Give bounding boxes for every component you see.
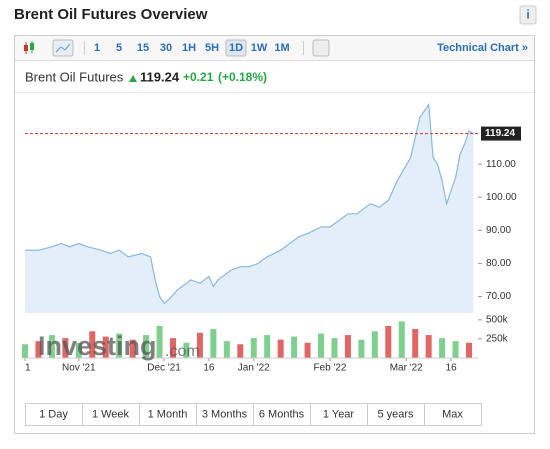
volume-bar	[439, 338, 446, 358]
interval-button[interactable]: 1M	[274, 42, 289, 54]
volume-bar	[89, 331, 96, 358]
volume-bar	[129, 339, 136, 358]
settings-icon[interactable]	[312, 39, 330, 57]
volume-bar	[22, 344, 28, 358]
x-tick-label: 16	[446, 363, 458, 374]
volume-bar	[116, 333, 123, 358]
interval-active	[225, 39, 247, 57]
volume-bar	[170, 338, 177, 358]
range-label: 1 Month	[148, 408, 188, 420]
volume-bar	[156, 325, 163, 358]
volume-tick-label: 250k	[486, 334, 509, 345]
last-price-label: 119.24	[485, 128, 515, 139]
price-area	[25, 104, 474, 313]
x-tick-label: 16	[203, 363, 215, 374]
interval-button[interactable]: 15	[137, 42, 149, 54]
volume-bar	[183, 342, 190, 358]
x-tick-label: Dec '21	[147, 363, 181, 374]
volume-bar	[35, 341, 42, 358]
interval-button[interactable]: 5	[116, 42, 122, 54]
volume-bar	[291, 336, 298, 358]
volume-bar	[264, 335, 271, 358]
quote-name: Brent Oil Futures	[25, 69, 124, 84]
volume-bar	[425, 335, 432, 358]
volume-bar	[143, 335, 150, 358]
range-label: Max	[442, 408, 463, 420]
range-label: 3 Months	[202, 408, 248, 420]
info-button[interactable]	[519, 5, 537, 25]
y-tick-label: 90.00	[486, 225, 511, 236]
last-price-box	[481, 126, 521, 141]
range-button[interactable]	[424, 403, 482, 426]
volume-bar	[277, 339, 284, 358]
volume-bar	[452, 341, 459, 358]
volume-bar	[210, 328, 217, 358]
volume-bar	[466, 342, 473, 358]
volume-bar	[237, 344, 244, 358]
up-arrow	[129, 75, 137, 82]
x-tick-label: 1	[25, 363, 31, 374]
volume-bar	[250, 338, 257, 358]
interval-button[interactable]: 1D	[229, 42, 243, 54]
quote-change-pct: (+0.18%)	[218, 70, 267, 84]
technical-chart-link[interactable]: Technical Chart »	[437, 42, 528, 54]
candle-icon[interactable]	[24, 41, 34, 54]
volume-tick-label: 500k	[486, 314, 509, 325]
interval-button[interactable]: 1	[94, 42, 100, 54]
y-tick-label: 80.00	[486, 258, 511, 269]
volume-bar	[223, 341, 230, 358]
volume-bar	[304, 342, 311, 358]
y-tick-label: 110.00	[486, 159, 516, 170]
range-label: 1 Week	[92, 408, 130, 420]
quote-price: 119.24	[140, 69, 180, 84]
interval-button[interactable]: 1W	[251, 42, 268, 54]
widget-title: Brent Oil Futures Overview	[14, 6, 208, 23]
toolbar	[15, 36, 534, 60]
volume-bar	[75, 342, 82, 358]
interval-button[interactable]: 1H	[182, 42, 196, 54]
volume-bar	[62, 338, 69, 358]
volume-bar	[371, 331, 378, 358]
range-label: 5 years	[377, 408, 414, 420]
volume-bar	[318, 333, 325, 358]
area-icon-line	[55, 43, 71, 53]
info-icon: i	[526, 8, 529, 22]
y-tick-label: 100.00	[486, 192, 517, 203]
volume-bar	[398, 321, 405, 358]
range-label: 1 Year	[323, 408, 355, 420]
panel	[14, 35, 535, 434]
quote-change: +0.21	[183, 70, 214, 84]
x-tick-label: Feb '22	[313, 363, 346, 374]
x-tick-label: Nov '21	[62, 363, 96, 374]
range-label: 1 Day	[39, 408, 68, 420]
price-line	[25, 102, 474, 304]
interval-button[interactable]: 5H	[205, 42, 219, 54]
interval-button[interactable]: 30	[160, 42, 172, 54]
volume-bar	[358, 339, 365, 358]
watermark-suffix: .com	[165, 343, 200, 360]
volume-bar	[331, 338, 338, 358]
watermark: Investing	[38, 331, 157, 361]
volume-bar	[412, 328, 419, 358]
range-label: 6 Months	[259, 408, 305, 420]
x-tick-label: Mar '22	[390, 363, 423, 374]
volume-bar	[196, 332, 203, 358]
volume-bar	[344, 335, 351, 358]
volume-bar	[48, 335, 55, 358]
y-tick-label: 70.00	[486, 291, 511, 302]
x-tick-label: Jan '22	[238, 363, 270, 374]
volume-bar	[385, 325, 392, 358]
volume-bar	[102, 336, 109, 358]
